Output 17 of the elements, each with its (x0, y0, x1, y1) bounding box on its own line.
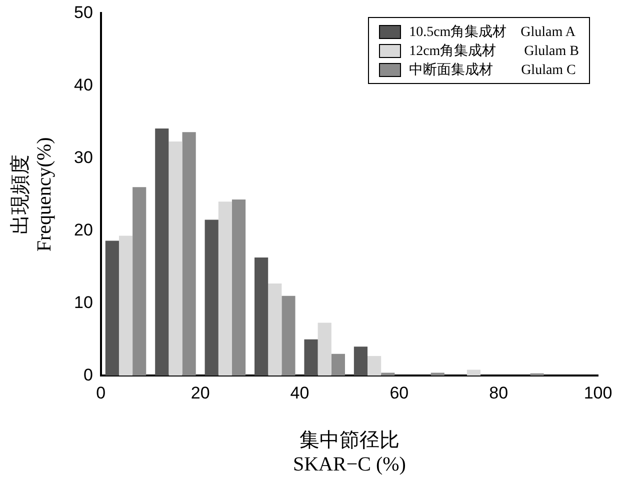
x-tick-label: 80 (489, 383, 508, 402)
x-tick-label: 0 (96, 383, 106, 402)
y-tick-label: 10 (74, 292, 93, 312)
x-tick-label: 60 (390, 383, 409, 402)
y-tick-label: 30 (74, 148, 93, 167)
y-tick-label: 0 (83, 365, 93, 384)
x-tick-label: 100 (584, 383, 612, 402)
y-tick-label: 40 (74, 75, 93, 94)
y-tick-label: 20 (74, 220, 93, 240)
x-axis-title: 集中節径比 SKAR−C (%) (292, 429, 406, 476)
y-tick-label: 50 (74, 2, 93, 22)
y-axis-title: 出現頻度 Frequency(%) (9, 137, 56, 252)
x-tick-label: 40 (290, 383, 310, 402)
x-tick-label: 20 (190, 383, 210, 402)
legend-label: 10.5cm角集成材 Glulam A (409, 24, 576, 41)
legend-label: 12cm角集成材 Glulam B (409, 42, 579, 60)
legend-label: 中断面集成材 Glulam C (409, 62, 576, 79)
